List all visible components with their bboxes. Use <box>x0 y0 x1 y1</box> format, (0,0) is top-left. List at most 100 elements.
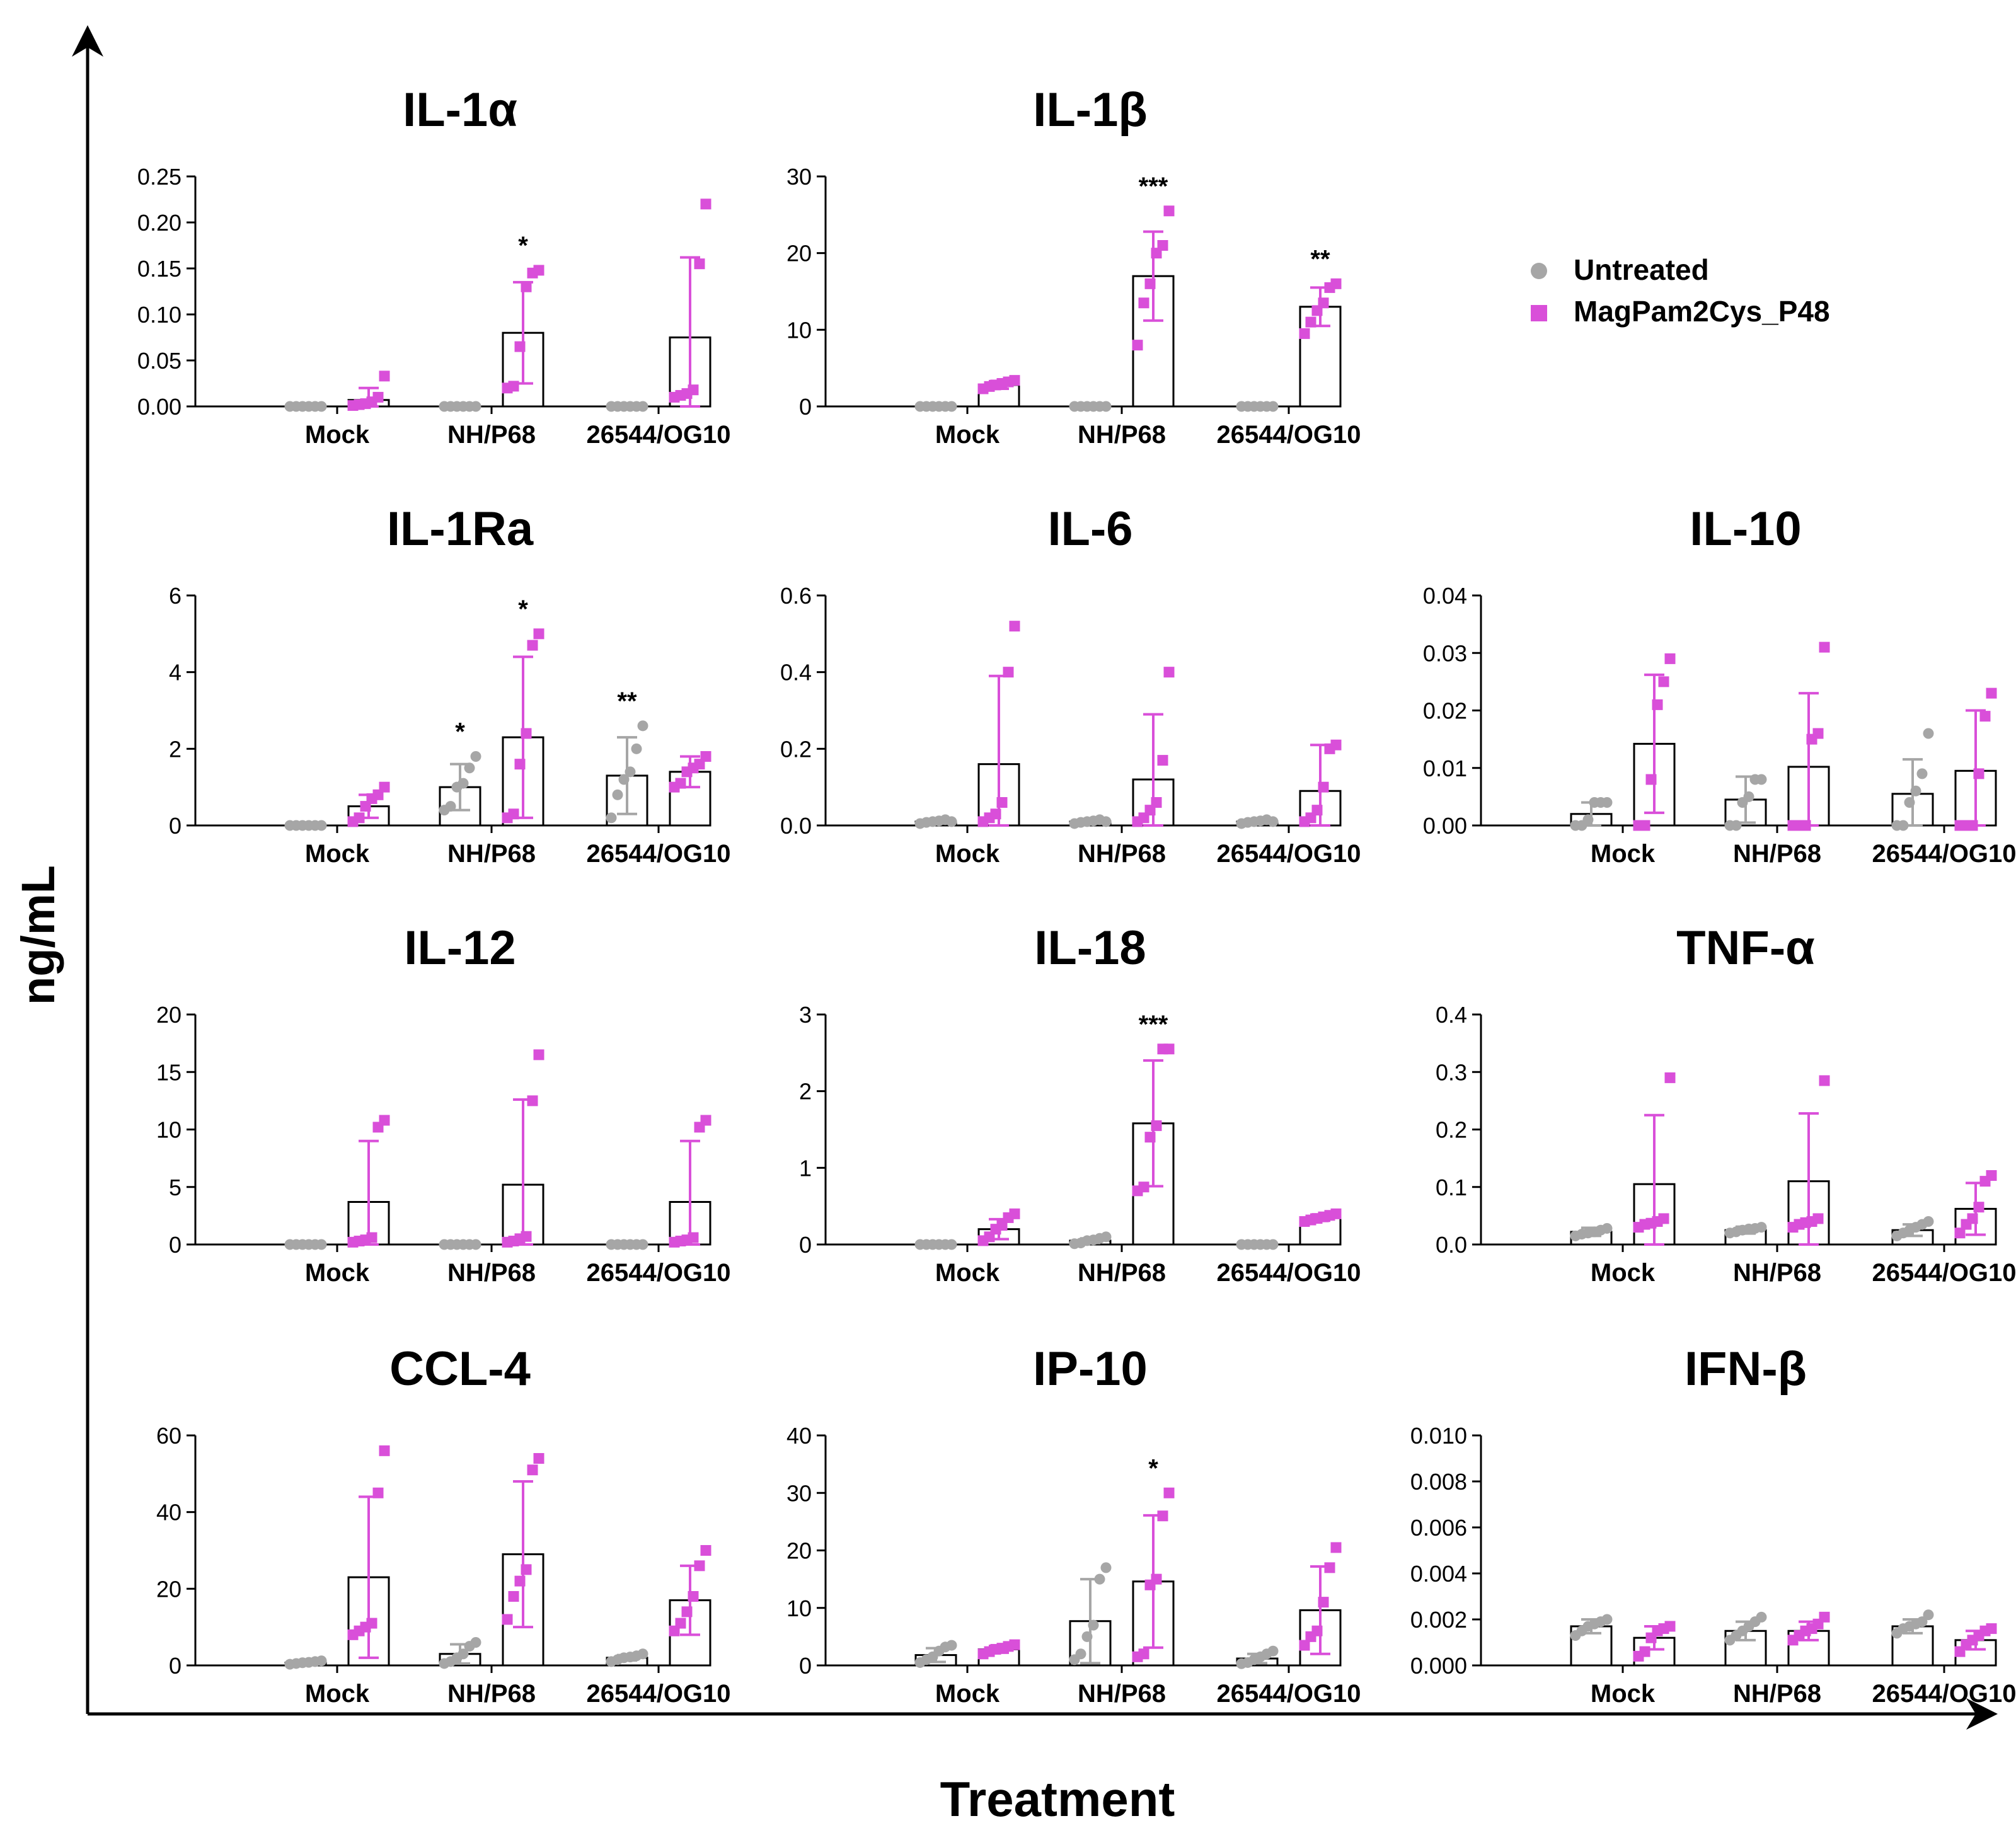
data-point-untreated <box>637 401 648 412</box>
data-point-treated <box>996 797 1008 808</box>
data-point-treated <box>1954 1227 1966 1239</box>
data-point-untreated <box>316 401 327 412</box>
panel-4: IL-10 0.00 0.01 0.02 0.03 0.04 Mock NH/P68 26544… <box>1423 502 2016 868</box>
y-tick-label: 40 <box>156 1500 181 1526</box>
x-tick-label: Mock <box>305 421 370 449</box>
significance-label: * <box>518 232 528 260</box>
panel-3: IL-6 0.0 0.2 0.4 0.6 Mock NH/P68 26544/OG10 <box>780 502 1361 868</box>
data-point-untreated <box>625 766 636 778</box>
data-point-untreated <box>946 401 957 412</box>
panel-10: IFN-β 0.000 0.002 0.004 0.006 0.008 0.010 Mock N… <box>1410 1342 2016 1708</box>
panel-title: IL-10 <box>1690 502 1801 556</box>
data-point-untreated <box>1601 1614 1613 1625</box>
y-tick-label: 0 <box>169 1232 181 1258</box>
data-point-treated <box>521 1231 532 1242</box>
data-point-treated <box>521 1564 532 1575</box>
data-point-treated <box>675 778 686 789</box>
data-point-treated <box>1318 297 1329 309</box>
data-point-treated <box>1299 1640 1310 1651</box>
panel-0: IL-1α 0.00 0.05 0.10 0.15 0.20 0.25 Mock NH/P68 2… <box>137 83 731 449</box>
y-tick-label: 0 <box>799 1232 812 1258</box>
panel-title: IL-18 <box>1034 921 1146 975</box>
y-tick-label: 0.20 <box>137 210 181 236</box>
data-point-untreated <box>1100 401 1112 412</box>
data-point-untreated <box>470 1637 481 1648</box>
x-tick-label: Mock <box>935 1680 1000 1708</box>
data-point-untreated <box>1088 1619 1099 1631</box>
data-point-treated <box>1658 676 1669 687</box>
x-tick-label: NH/P68 <box>447 421 536 449</box>
data-point-treated <box>1639 1646 1650 1657</box>
y-tick-label: 0.1 <box>1436 1175 1467 1200</box>
data-point-untreated <box>637 720 648 732</box>
data-point-treated <box>1163 205 1175 217</box>
data-point-untreated <box>1910 785 1921 796</box>
data-point-untreated <box>1582 814 1594 825</box>
x-tick-label: 26544/OG10 <box>1216 840 1361 868</box>
significance-label: *** <box>1139 1011 1168 1038</box>
y-tick-label: 20 <box>156 1576 181 1602</box>
y-tick-label: 0.03 <box>1423 640 1467 666</box>
data-point-treated <box>508 1591 519 1602</box>
y-tick-label: 0.002 <box>1410 1607 1467 1633</box>
x-tick-label: 26544/OG10 <box>1216 1680 1361 1708</box>
y-tick-label: 0.000 <box>1410 1653 1467 1679</box>
data-point-untreated <box>637 1648 648 1660</box>
data-point-treated <box>379 781 390 793</box>
x-tick-label: 26544/OG10 <box>1872 1259 2016 1287</box>
data-point-untreated <box>631 743 642 754</box>
x-tick-label: Mock <box>935 1259 1000 1287</box>
data-point-treated <box>1163 1487 1175 1498</box>
data-point-treated <box>1330 278 1342 289</box>
data-point-treated <box>379 1115 390 1126</box>
data-point-treated <box>1311 1625 1323 1636</box>
data-point-untreated <box>1081 1631 1093 1642</box>
significance-label: *** <box>1139 173 1168 200</box>
y-tick-label: 1 <box>799 1155 812 1181</box>
data-point-treated <box>1138 1181 1149 1193</box>
data-point-untreated <box>1743 791 1754 802</box>
data-point-treated <box>527 640 538 651</box>
data-point-untreated <box>464 762 475 774</box>
data-point-treated <box>688 384 699 396</box>
data-point-treated <box>1151 1120 1162 1131</box>
data-point-treated <box>1009 375 1020 386</box>
data-point-treated <box>533 1453 544 1464</box>
data-point-treated <box>502 1614 513 1625</box>
y-tick-label: 2 <box>169 736 181 762</box>
figure-y-label: ng/mL <box>12 865 64 1005</box>
panel-title: IL-1Ra <box>387 502 534 556</box>
y-tick-label: 4 <box>169 660 181 686</box>
data-point-treated <box>1330 1542 1342 1553</box>
data-point-untreated <box>946 1239 957 1250</box>
data-point-untreated <box>1100 1562 1112 1573</box>
data-point-treated <box>1299 328 1310 339</box>
y-tick-label: 10 <box>156 1117 181 1143</box>
y-tick-label: 20 <box>786 241 812 267</box>
data-point-treated <box>1986 1170 1997 1181</box>
data-point-treated <box>508 381 519 392</box>
significance-label: ** <box>617 687 637 715</box>
x-tick-label: 26544/OG10 <box>1872 1680 2016 1708</box>
data-point-untreated <box>1267 816 1279 827</box>
data-point-treated <box>379 1445 390 1456</box>
data-point-treated <box>1986 687 1997 699</box>
legend-treated-label: MagPam2Cys_P48 <box>1574 295 1830 328</box>
x-tick-label: NH/P68 <box>447 1259 536 1287</box>
data-point-untreated <box>470 1239 481 1250</box>
data-point-treated <box>521 281 532 292</box>
data-point-treated <box>1664 653 1676 664</box>
data-point-treated <box>1819 1611 1830 1623</box>
data-point-untreated <box>1756 1222 1767 1233</box>
data-point-treated <box>1138 297 1149 309</box>
data-point-untreated <box>1923 1609 1934 1621</box>
data-point-untreated <box>1923 1216 1934 1227</box>
data-point-untreated <box>1100 1231 1112 1243</box>
y-tick-label: 0.4 <box>1436 1002 1467 1028</box>
significance-label: ** <box>1310 245 1330 273</box>
x-tick-label: NH/P68 <box>447 840 536 868</box>
y-tick-label: 20 <box>786 1538 812 1564</box>
data-point-untreated <box>606 812 617 824</box>
y-tick-label: 0.6 <box>780 583 812 609</box>
legend-treated-marker <box>1531 305 1547 321</box>
